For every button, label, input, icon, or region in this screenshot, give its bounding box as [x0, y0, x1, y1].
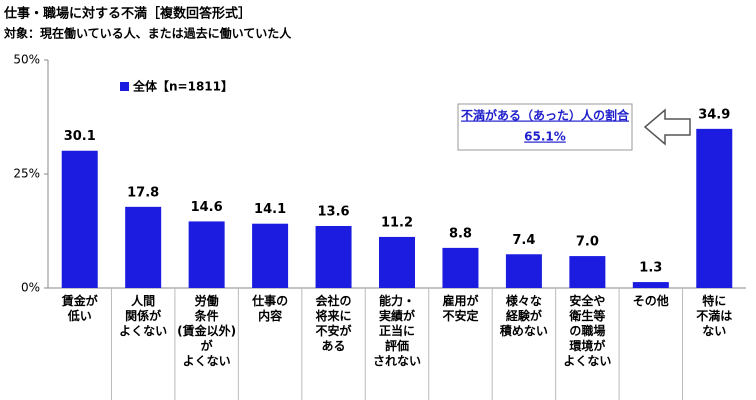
bar — [379, 236, 415, 288]
legend-swatch — [120, 82, 129, 91]
value-label: 7.0 — [576, 235, 599, 250]
x-tick-label: 仕事の 内容 — [252, 294, 289, 323]
y-tick-label: 50% — [13, 53, 40, 67]
legend-label: 全体【n=1811】 — [132, 79, 233, 94]
value-label: 8.8 — [449, 226, 472, 241]
value-label: 7.4 — [512, 233, 535, 248]
bar — [505, 254, 542, 288]
value-label: 17.8 — [127, 185, 159, 200]
x-tick-label: 労働 条件 (賃金以外)が よくない — [177, 294, 237, 368]
value-label: 14.1 — [254, 202, 286, 217]
bar — [188, 221, 225, 288]
bar — [125, 206, 162, 288]
x-tick-label: 様々な 経験が 積めない — [499, 294, 548, 338]
y-tick-label: 25% — [13, 167, 40, 181]
annotation-box — [457, 103, 633, 151]
chart-subtitle: 対象：現在働いている人、または過去に働いていた人 — [3, 26, 292, 41]
bar — [569, 256, 606, 288]
value-label: 34.9 — [698, 107, 730, 122]
x-tick-label: 人間 関係が よくない — [119, 294, 168, 338]
annotation-value: 65.1% — [524, 130, 566, 144]
bar — [442, 247, 479, 288]
annotation-text: 不満がある（あった）人の割合 — [461, 108, 630, 123]
y-tick-label: 0% — [21, 281, 40, 295]
value-label: 1.3 — [639, 261, 662, 276]
value-label: 11.2 — [381, 215, 413, 230]
bar — [315, 225, 352, 288]
x-tick-label: 安全や 衛生等 の職場 環境が よくない — [563, 294, 612, 368]
value-label: 30.1 — [64, 129, 96, 144]
x-tick-label: 能力・ 実績が 正当に 評価 されない — [372, 294, 421, 368]
x-tick-label: 雇用が 不安定 — [442, 294, 479, 323]
bar — [696, 128, 733, 288]
annotation-arrow — [643, 108, 691, 146]
chart-title: 仕事・職場に対する不満［複数回答形式］ — [3, 6, 251, 22]
x-tick-label: 特に 不満は ない — [696, 294, 733, 338]
x-tick-label: 賃金が 低い — [61, 294, 98, 323]
bar — [632, 282, 669, 288]
bar — [61, 150, 98, 288]
x-tick-label: 会社の 将来に 不安が ある — [315, 294, 352, 353]
x-tick-label: その他 — [632, 294, 669, 308]
value-label: 13.6 — [318, 204, 350, 219]
bar — [252, 223, 289, 288]
value-label: 14.6 — [191, 200, 223, 215]
